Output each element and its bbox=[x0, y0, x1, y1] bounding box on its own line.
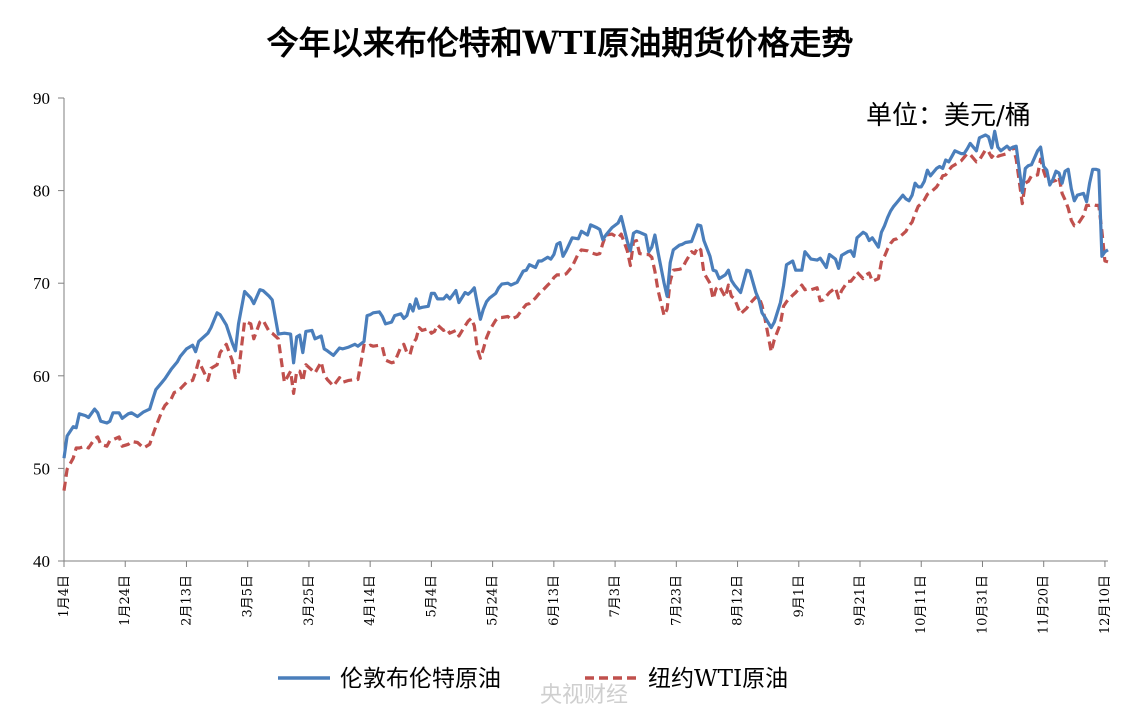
x-tick-label: 5月24日 bbox=[486, 575, 501, 626]
legend-wti-label: 纽约WTI原油 bbox=[648, 666, 788, 692]
y-tick-label: 80 bbox=[33, 182, 50, 201]
x-tick-label: 9月21日 bbox=[853, 575, 868, 626]
y-tick-label: 50 bbox=[33, 459, 50, 478]
x-tick-label: 10月11日 bbox=[914, 575, 929, 634]
x-tick-label: 7月23日 bbox=[669, 575, 684, 626]
unit-label: 单位：美元/桶 bbox=[866, 101, 1031, 131]
x-tick-label: 3月25日 bbox=[302, 575, 317, 626]
chart-title: 今年以来布伦特和WTI原油期货价格走势 bbox=[267, 24, 854, 62]
x-tick-label: 1月24日 bbox=[118, 575, 133, 626]
x-tick-label: 1月4日 bbox=[57, 575, 72, 618]
watermark: 央视财经 bbox=[540, 683, 628, 708]
x-tick-label: 3月5日 bbox=[241, 575, 256, 618]
x-tick-label: 11月20日 bbox=[1037, 575, 1052, 634]
x-tick-label: 12月10日 bbox=[1098, 575, 1113, 634]
y-tick-label: 40 bbox=[33, 552, 50, 571]
x-tick-label: 2月13日 bbox=[179, 575, 194, 626]
x-tick-label: 8月12日 bbox=[731, 575, 746, 626]
wti-price-line bbox=[62, 145, 1109, 491]
y-tick-label: 60 bbox=[33, 367, 50, 386]
y-tick-label: 90 bbox=[33, 89, 50, 108]
x-tick-label: 10月31日 bbox=[975, 575, 990, 634]
axes-group: 40 50 60 70 80 90 1月4日 1月24日 2月13日 3月5日 3月25日 4月14日… bbox=[33, 89, 1113, 634]
brent-price-line bbox=[62, 129, 1109, 459]
x-tick-label: 4月14日 bbox=[363, 575, 378, 626]
x-tick-label: 7月3日 bbox=[608, 575, 623, 618]
x-tick-label: 9月1日 bbox=[792, 575, 807, 618]
x-tick-label: 6月13日 bbox=[547, 575, 562, 626]
series-layer bbox=[62, 129, 1109, 491]
legend: 伦敦布伦特原油 纽约WTI原油 bbox=[278, 666, 788, 692]
legend-brent-label: 伦敦布伦特原油 bbox=[340, 666, 501, 692]
x-tick-label: 5月4日 bbox=[424, 575, 439, 618]
y-tick-label: 70 bbox=[33, 274, 50, 293]
